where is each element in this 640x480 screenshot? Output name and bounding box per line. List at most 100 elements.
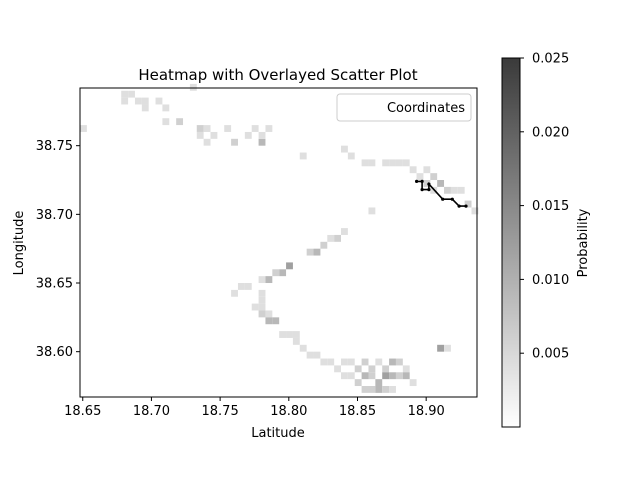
heatmap-cell xyxy=(272,269,280,277)
colorbar-tick-label: 0.010 xyxy=(532,273,569,288)
heatmap-cell xyxy=(155,97,163,105)
heatmap-cell xyxy=(299,344,307,352)
heatmap-cell xyxy=(471,207,479,215)
y-axis: 38.60 38.65 38.70 38.75 xyxy=(36,139,80,360)
heatmap-cell xyxy=(341,372,348,380)
heatmap-cell xyxy=(265,276,273,284)
scatter-point xyxy=(441,197,445,201)
heatmap-cell xyxy=(409,379,417,387)
heatmap-cell xyxy=(389,159,396,167)
scatter-point xyxy=(457,204,461,208)
heatmap-cell xyxy=(299,152,307,160)
heatmap-cell xyxy=(341,228,348,235)
heatmap-cell xyxy=(265,310,273,318)
heatmap-cell xyxy=(402,159,410,167)
heatmap-cell xyxy=(80,125,87,132)
heatmap-cell xyxy=(196,131,204,139)
plot-area xyxy=(79,83,479,398)
heatmap-cell xyxy=(341,358,348,366)
heatmap-cell xyxy=(121,97,129,105)
heatmap-cell xyxy=(244,131,252,139)
heatmap-cell xyxy=(251,303,259,311)
heatmap-cell xyxy=(382,365,390,373)
heatmap-cell xyxy=(375,358,383,366)
heatmap-cell xyxy=(423,166,431,174)
heatmap-cell xyxy=(395,372,403,380)
scatter-point xyxy=(415,179,419,183)
colorbar-label: Probability xyxy=(576,208,591,277)
x-tick-label: 18.75 xyxy=(202,404,239,419)
heatmap-cell xyxy=(361,358,369,366)
colorbar-ticks: 0.005 0.010 0.015 0.020 0.025 xyxy=(520,52,569,362)
heatmap-cell xyxy=(272,317,280,325)
heatmap-cell xyxy=(231,138,238,146)
heatmap-cell xyxy=(265,125,273,132)
heatmap-cell xyxy=(162,104,170,112)
scatter-point xyxy=(427,188,431,192)
heatmap-cell xyxy=(292,331,300,338)
heatmap-cell xyxy=(203,138,211,146)
heatmap-cell xyxy=(210,131,218,139)
y-tick-label: 38.70 xyxy=(36,208,73,223)
heatmap-cell xyxy=(237,283,245,290)
heatmap-cell xyxy=(286,331,293,338)
colorbar-tick-label: 0.005 xyxy=(532,347,569,362)
heatmap-cell xyxy=(134,97,142,105)
x-tick-label: 18.90 xyxy=(408,404,445,419)
heatmap-cell xyxy=(368,386,376,393)
plot-frame xyxy=(79,87,478,398)
heatmap-cell xyxy=(189,83,197,91)
heatmap-cell xyxy=(389,372,396,380)
heatmap-cell xyxy=(320,241,328,249)
y-tick-label: 38.60 xyxy=(36,345,73,360)
heatmap-cell xyxy=(258,138,266,146)
heatmap-cell xyxy=(382,159,390,167)
scatter-point xyxy=(420,188,424,192)
heatmap-cell xyxy=(382,372,390,380)
heatmap-cell xyxy=(203,125,211,132)
x-tick-label: 18.65 xyxy=(64,404,101,419)
scatter-point xyxy=(427,182,431,186)
heatmap-cell xyxy=(141,104,149,112)
colorbar-tick-label: 0.020 xyxy=(532,125,569,140)
heatmap-cells xyxy=(80,83,479,393)
scatter-point xyxy=(450,197,454,201)
y-tick-label: 38.75 xyxy=(36,139,73,154)
heatmap-cell xyxy=(251,125,259,132)
heatmap-cell xyxy=(306,248,314,256)
heatmap-cell xyxy=(258,303,266,311)
heatmap-cell xyxy=(382,386,390,393)
heatmap-cell xyxy=(423,180,431,187)
heatmap-cell xyxy=(141,97,149,105)
x-tick-label: 18.80 xyxy=(270,404,307,419)
heatmap-cell xyxy=(368,365,376,373)
heatmap-cell xyxy=(347,152,355,160)
legend-label: Coordinates xyxy=(387,101,465,116)
heatmap-cell xyxy=(389,358,396,366)
heatmap-cell xyxy=(402,372,410,380)
heatmap-cell xyxy=(361,386,369,393)
heatmap-cell xyxy=(258,296,266,304)
heatmap-cell xyxy=(341,145,348,153)
heatmap-cell xyxy=(334,365,341,373)
heatmap-cell xyxy=(368,159,376,167)
heatmap-cell xyxy=(258,131,266,139)
heatmap-cell xyxy=(258,289,266,297)
x-tick-label: 18.85 xyxy=(339,404,376,419)
heatmap-cell xyxy=(375,386,383,393)
heatmap-cell xyxy=(265,317,273,325)
heatmap-cell xyxy=(347,358,355,366)
heatmap-cell xyxy=(327,234,335,242)
heatmap-cell xyxy=(395,159,403,167)
heatmap-cell xyxy=(402,365,410,373)
heatmap-cell xyxy=(258,276,266,284)
heatmap-cell xyxy=(444,186,451,194)
heatmap-cell xyxy=(231,289,238,297)
heatmap-cell xyxy=(450,186,458,194)
heatmap-cell xyxy=(361,372,369,380)
heatmap-cell xyxy=(430,173,438,181)
heatmap-cell xyxy=(128,90,135,98)
x-axis-label: Latitude xyxy=(251,426,305,441)
heatmap-cell xyxy=(437,180,445,187)
